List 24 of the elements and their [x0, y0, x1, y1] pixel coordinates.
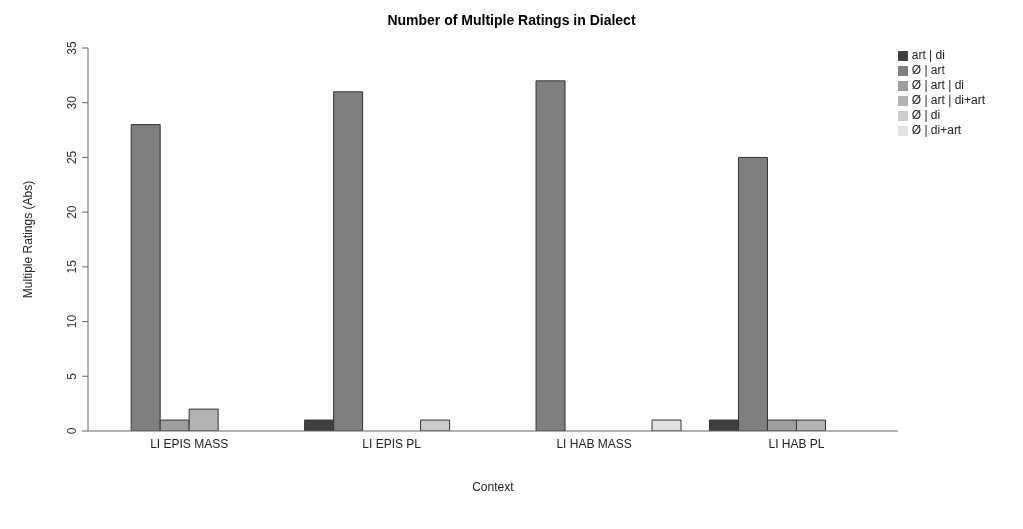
legend-label: Ø | art | di+art	[911, 93, 985, 107]
y-tick-label: 10	[65, 314, 79, 329]
legend-label: Ø | di	[911, 108, 941, 122]
bar	[420, 419, 451, 431]
y-tick-label: 0	[65, 427, 79, 435]
y-tick-label: 20	[65, 205, 79, 219]
y-axis-title: Multiple Ratings (Abs)	[21, 180, 36, 299]
x-tick-label: LI EPIS PL	[362, 436, 422, 451]
legend-label: Ø | di+art	[911, 123, 962, 137]
x-axis-title: Context	[472, 480, 515, 494]
y-tick-label: 15	[65, 259, 79, 274]
bar	[535, 80, 566, 431]
y-tick-label: 5	[65, 372, 79, 380]
legend-label: art | di	[911, 48, 945, 62]
legend-label: Ø | art	[911, 63, 945, 77]
y-tick-label: 35	[65, 41, 79, 55]
y-tick-label: 25	[65, 150, 79, 165]
bar	[651, 419, 682, 431]
legend-label: Ø | art | di	[911, 78, 964, 92]
y-tick-label: 30	[65, 95, 79, 110]
chart-title: Number of Multiple Ratings in Dialect	[386, 12, 637, 28]
x-tick-label: LI HAB MASS	[556, 436, 632, 451]
x-tick-label: LI EPIS MASS	[150, 436, 229, 451]
x-tick-label: LI HAB PL	[768, 436, 825, 451]
